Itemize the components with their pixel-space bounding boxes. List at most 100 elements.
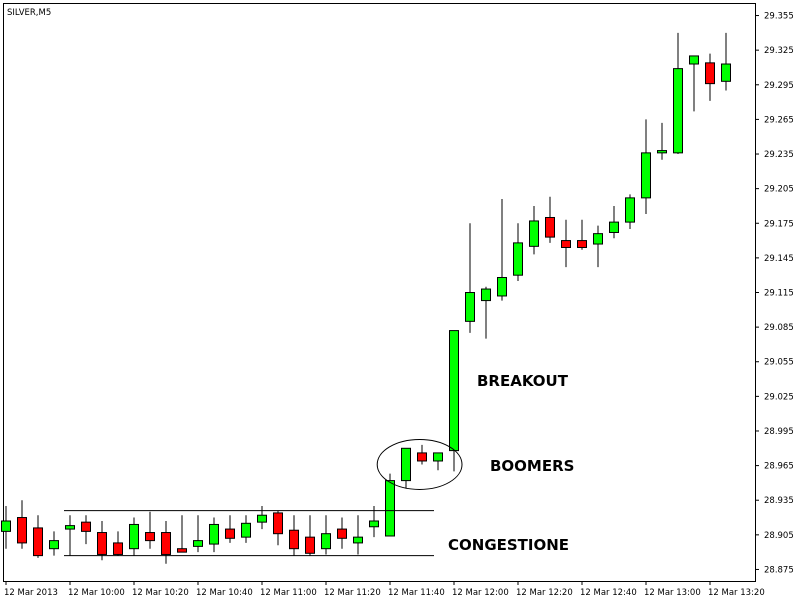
y-tick-label: 29.175 — [764, 219, 794, 229]
candle-body — [673, 68, 683, 154]
candle-body — [305, 536, 315, 554]
candle-body — [1, 520, 11, 532]
candle-body — [241, 522, 251, 538]
y-tick-label: 29.205 — [764, 185, 794, 195]
candle — [481, 286, 491, 339]
candle — [561, 219, 571, 268]
y-tick-label: 29.115 — [764, 289, 794, 299]
candle-body — [401, 447, 411, 482]
candle — [545, 196, 555, 243]
candle — [657, 122, 667, 160]
candle — [337, 517, 347, 549]
candle — [369, 505, 379, 538]
candle-body — [481, 288, 491, 302]
candle — [673, 32, 683, 155]
candle — [17, 500, 27, 549]
candle — [257, 505, 267, 530]
candle-body — [545, 216, 555, 238]
candle-body — [193, 540, 203, 547]
x-tick-label: 12 Mar 10:20 — [132, 588, 189, 598]
y-tick-label: 28.935 — [764, 496, 794, 506]
candle-body — [353, 536, 363, 544]
y-tick-label: 29.265 — [764, 115, 794, 125]
candle-body — [417, 452, 427, 462]
candle — [241, 515, 251, 543]
y-tick-label: 28.905 — [764, 531, 794, 541]
y-tick-label: 29.235 — [764, 150, 794, 160]
candle — [161, 520, 171, 564]
candle — [401, 447, 411, 489]
candle — [385, 473, 395, 537]
candle — [625, 194, 635, 230]
annotation-label: BOOMERS — [490, 457, 574, 475]
candle — [193, 515, 203, 553]
y-tick-label: 29.085 — [764, 323, 794, 333]
candle — [593, 225, 603, 268]
candle-body — [177, 548, 187, 553]
candle-body — [17, 517, 27, 544]
candle-body — [593, 233, 603, 245]
x-tick-label: 12 Mar 10:40 — [196, 588, 253, 598]
candle-body — [337, 528, 347, 539]
candle-body — [65, 525, 75, 530]
candle — [641, 119, 651, 215]
candle-body — [513, 242, 523, 276]
candle — [145, 511, 155, 549]
y-tick-label: 29.025 — [764, 392, 794, 402]
candle — [513, 223, 523, 281]
candle — [1, 505, 11, 549]
candle-body — [385, 480, 395, 537]
candle — [97, 520, 107, 561]
candle-body — [433, 452, 443, 462]
candle-body — [97, 532, 107, 555]
candle — [577, 219, 587, 250]
annotation-label: CONGESTIONE — [448, 536, 569, 554]
candle — [497, 199, 507, 301]
candle-body — [273, 512, 283, 535]
candle-body — [705, 62, 715, 85]
candle — [705, 53, 715, 101]
price-axis: 29.355 29.325 29.295 29.265 29.235 29.205 29.1… — [755, 12, 794, 575]
x-tick-label: 12 Mar 2013 — [4, 588, 58, 598]
candle — [225, 515, 235, 543]
candle-body — [49, 540, 59, 550]
candle-body — [561, 240, 571, 248]
candle-body — [641, 152, 651, 199]
candle-body — [657, 150, 667, 154]
y-tick-label: 28.965 — [764, 462, 794, 472]
candle-body — [129, 523, 139, 550]
candle — [129, 517, 139, 556]
candle — [417, 444, 427, 465]
candle-body — [225, 528, 235, 539]
candle — [49, 531, 59, 556]
candle-body — [257, 514, 267, 523]
candle — [177, 515, 187, 553]
candle — [689, 55, 699, 112]
candle — [353, 515, 363, 555]
candle-body — [449, 330, 459, 452]
candle-body — [465, 292, 475, 322]
candle-body — [321, 533, 331, 550]
annotations-layer: BREAKOUT BOOMERS CONGESTIONE — [64, 372, 574, 557]
candle — [465, 223, 475, 333]
candle — [609, 205, 619, 239]
candle — [433, 452, 443, 471]
candle-body — [161, 532, 171, 555]
y-tick-label: 29.295 — [764, 81, 794, 91]
x-tick-label: 12 Mar 11:40 — [388, 588, 445, 598]
candle — [81, 515, 91, 545]
candle-body — [369, 520, 379, 528]
y-tick-label: 28.875 — [764, 565, 794, 575]
candle — [305, 515, 315, 556]
candle — [449, 330, 459, 472]
candle — [209, 517, 219, 553]
x-tick-label: 12 Mar 13:20 — [708, 588, 765, 598]
candle-body — [81, 521, 91, 532]
candle-body — [609, 221, 619, 233]
annotation-label: BREAKOUT — [477, 372, 569, 390]
boomers-ellipse — [376, 438, 463, 490]
candle-body — [497, 276, 507, 297]
candle-body — [33, 527, 43, 557]
x-tick-label: 12 Mar 12:20 — [516, 588, 573, 598]
